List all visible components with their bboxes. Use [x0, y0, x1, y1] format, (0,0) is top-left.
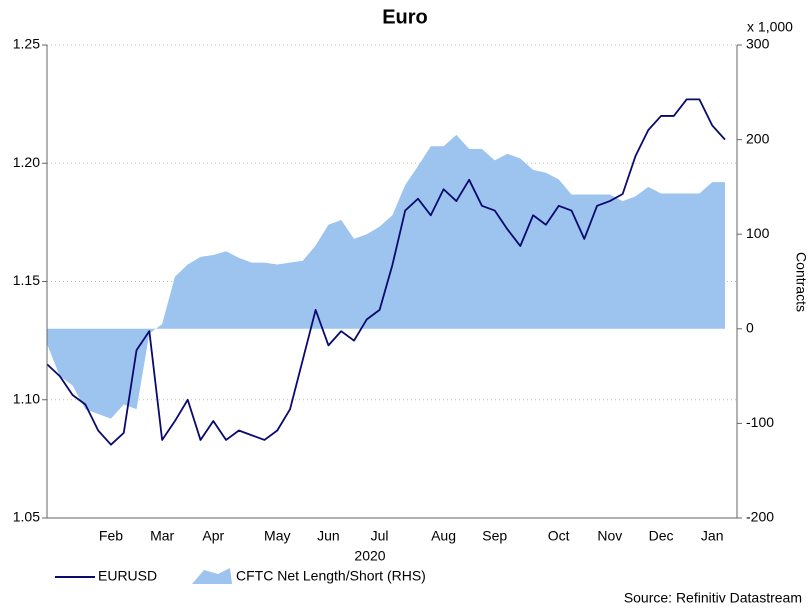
x-tick-label: Jul [371, 528, 389, 544]
y2-tick-label: 300 [746, 36, 770, 52]
x-tick-label: Jun [317, 528, 340, 544]
y2-tick-label: 100 [746, 225, 770, 241]
legend-area-swatch [192, 568, 232, 584]
x-tick-label: Aug [431, 528, 456, 544]
x-tick-label: Jan [701, 528, 724, 544]
y-tick-label: 1.25 [13, 36, 40, 52]
plot [46, 44, 737, 519]
y2-axis-label: Contracts [793, 252, 809, 312]
x-tick-label: Apr [202, 528, 224, 544]
legend-label: EURUSD [98, 568, 157, 584]
area [47, 134, 725, 419]
legend-label: CFTC Net Length/Short (RHS) [236, 568, 426, 584]
chart-title: Euro [382, 6, 428, 28]
x-tick-label: Nov [597, 528, 622, 544]
x-axis-label: 2020 [354, 548, 385, 564]
x-tick-label: Feb [99, 528, 123, 544]
y2-tick-label: 200 [746, 130, 770, 146]
y2-tick-label: 0 [746, 320, 754, 336]
y2-unit: x 1,000 [747, 19, 793, 35]
y2-tick-label: -100 [746, 414, 774, 430]
y2-tick-label: -200 [746, 509, 774, 525]
y-tick-label: 1.05 [13, 509, 40, 525]
x-tick-label: Sep [482, 528, 507, 544]
x-tick-label: Oct [548, 528, 570, 544]
y-tick-label: 1.15 [13, 272, 40, 288]
y-tick-label: 1.10 [13, 390, 40, 406]
line [46, 98, 726, 446]
source: Source: Refinitiv Datastream [624, 590, 802, 606]
x-tick-label: Dec [649, 528, 674, 544]
x-tick-label: May [264, 528, 290, 544]
x-tick-label: Mar [150, 528, 174, 544]
y-tick-label: 1.20 [13, 154, 40, 170]
